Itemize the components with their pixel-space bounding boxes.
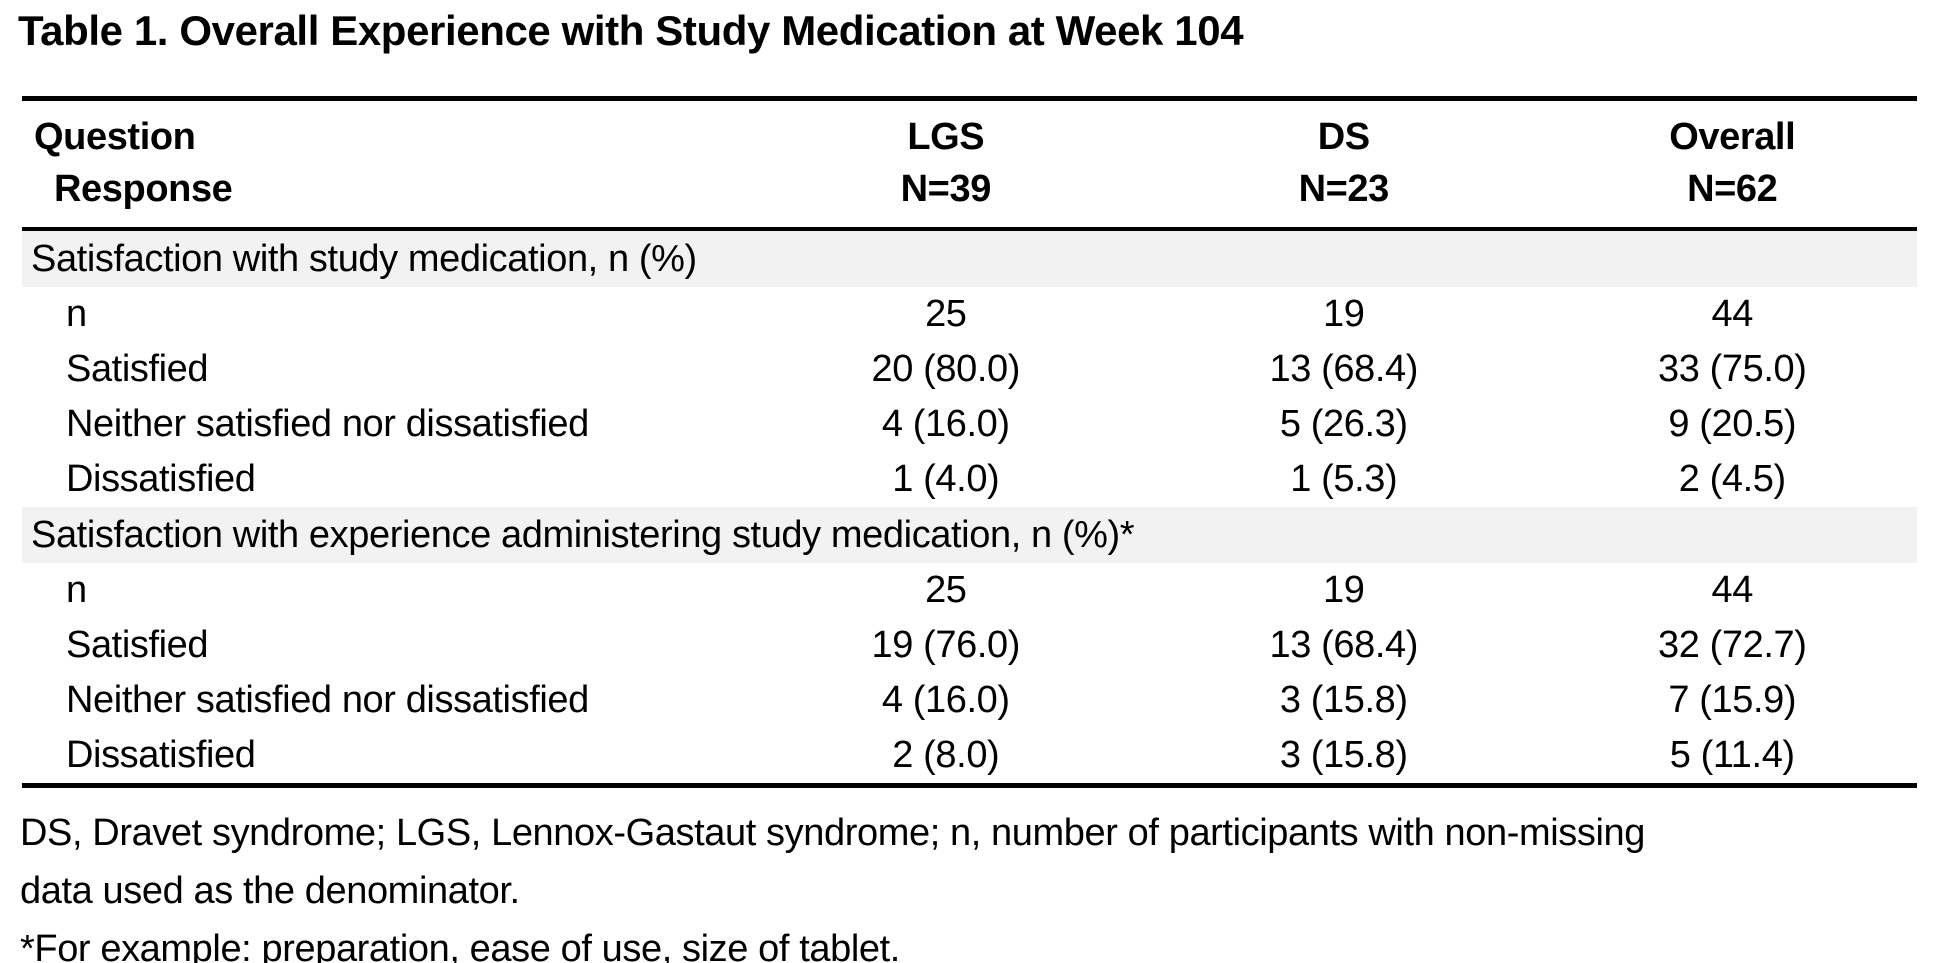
row-label: Neither satisfied nor dissatisfied bbox=[66, 403, 589, 445]
cell-ds: 19 bbox=[1323, 569, 1365, 611]
study-medication-table: Question Response LGS N=39 DS N=23 Overa… bbox=[22, 96, 1917, 788]
header-col-ds: DS N=23 bbox=[1140, 99, 1547, 230]
table-row: Dissatisfied 2 (8.0) 3 (15.8) 5 (11.4) bbox=[22, 728, 1917, 786]
cell-lgs: 1 (4.0) bbox=[892, 458, 1000, 500]
cell-overall: 9 (20.5) bbox=[1668, 403, 1797, 445]
header-overall-n: N=62 bbox=[1687, 168, 1778, 210]
cell-ds: 3 (15.8) bbox=[1279, 679, 1408, 721]
table-row: n 25 19 44 bbox=[22, 563, 1917, 618]
row-label: Satisfied bbox=[66, 348, 209, 390]
cell-lgs: 4 (16.0) bbox=[881, 403, 1010, 445]
footnote-asterisk: *For example: preparation, ease of use, … bbox=[20, 928, 900, 963]
row-label: Dissatisfied bbox=[66, 734, 256, 776]
row-label: n bbox=[66, 569, 87, 611]
cell-lgs: 4 (16.0) bbox=[881, 679, 1010, 721]
cell-lgs: 19 (76.0) bbox=[871, 624, 1021, 666]
table-title: Table 1. Overall Experience with Study M… bbox=[18, 7, 1244, 54]
header-ds-label: DS bbox=[1317, 116, 1370, 158]
table-row: Neither satisfied nor dissatisfied 4 (16… bbox=[22, 397, 1917, 452]
row-label: n bbox=[66, 293, 87, 335]
header-question-response: Question Response bbox=[22, 99, 752, 230]
header-response-label: Response bbox=[54, 168, 233, 210]
table-row: n 25 19 44 bbox=[22, 287, 1917, 342]
table-footnotes: DS, Dravet syndrome; LGS, Lennox-Gastaut… bbox=[20, 804, 1937, 963]
header-col-lgs: LGS N=39 bbox=[752, 99, 1140, 230]
section-1-header: Satisfaction with study medication, n (%… bbox=[22, 229, 1917, 287]
section-2-header: Satisfaction with experience administeri… bbox=[22, 507, 1917, 563]
cell-lgs: 20 (80.0) bbox=[871, 348, 1021, 390]
header-lgs-label: LGS bbox=[907, 116, 985, 158]
cell-ds: 13 (68.4) bbox=[1269, 348, 1418, 390]
cell-overall: 7 (15.9) bbox=[1668, 679, 1797, 721]
table-row: Neither satisfied nor dissatisfied 4 (16… bbox=[22, 673, 1917, 728]
table-row: Satisfied 20 (80.0) 13 (68.4) 33 (75.0) bbox=[22, 342, 1917, 397]
cell-overall: 44 bbox=[1711, 569, 1753, 611]
cell-overall: 33 (75.0) bbox=[1657, 348, 1807, 390]
footnote-abbreviations-line-1: DS, Dravet syndrome; LGS, Lennox-Gastaut… bbox=[20, 812, 1645, 854]
header-ds-n: N=23 bbox=[1298, 168, 1390, 210]
header-overall-label: Overall bbox=[1669, 116, 1796, 158]
cell-overall: 32 (72.7) bbox=[1657, 624, 1807, 666]
cell-ds: 5 (26.3) bbox=[1279, 403, 1408, 445]
cell-overall: 44 bbox=[1711, 293, 1753, 335]
cell-ds: 13 (68.4) bbox=[1269, 624, 1418, 666]
table-row: Dissatisfied 1 (4.0) 1 (5.3) 2 (4.5) bbox=[22, 452, 1917, 507]
row-label: Dissatisfied bbox=[66, 458, 256, 500]
cell-lgs: 2 (8.0) bbox=[892, 734, 1000, 776]
row-label: Neither satisfied nor dissatisfied bbox=[66, 679, 589, 721]
table-header: Question Response LGS N=39 DS N=23 Overa… bbox=[22, 99, 1917, 230]
table-row: Satisfied 19 (76.0) 13 (68.4) 32 (72.7) bbox=[22, 618, 1917, 673]
section-header-row: Satisfaction with study medication, n (%… bbox=[22, 229, 1917, 287]
footnote-abbreviations-line-2: data used as the denominator. bbox=[20, 870, 520, 912]
section-header-row: Satisfaction with experience administeri… bbox=[22, 507, 1917, 563]
cell-ds: 3 (15.8) bbox=[1279, 734, 1408, 776]
row-label: Satisfied bbox=[66, 624, 209, 666]
cell-lgs: 25 bbox=[925, 293, 967, 335]
header-lgs-n: N=39 bbox=[900, 168, 992, 210]
cell-ds: 19 bbox=[1323, 293, 1365, 335]
cell-ds: 1 (5.3) bbox=[1290, 458, 1398, 500]
header-col-overall: Overall N=62 bbox=[1547, 99, 1917, 230]
cell-overall: 2 (4.5) bbox=[1678, 458, 1786, 500]
cell-overall: 5 (11.4) bbox=[1669, 734, 1795, 776]
cell-lgs: 25 bbox=[925, 569, 967, 611]
header-question-label: Question bbox=[34, 116, 196, 158]
